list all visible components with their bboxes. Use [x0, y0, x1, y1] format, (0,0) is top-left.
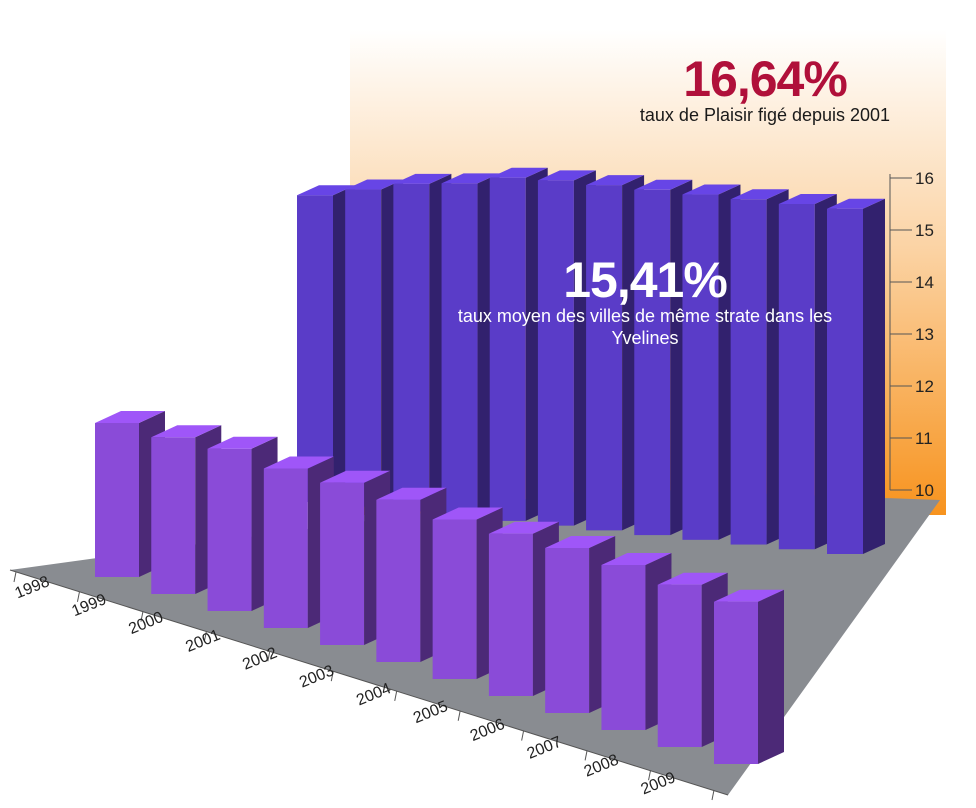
bar-0-2008-top [657, 572, 728, 585]
bar-1-2007-top [730, 189, 789, 200]
x-axis-line [9, 569, 729, 796]
x-tick-label-2006: 2006 [468, 716, 507, 745]
bar-1-2009-top [827, 198, 885, 209]
bar-0-1998-top [95, 411, 165, 423]
bar-0-1999-front [151, 437, 196, 594]
bar-1-2002-front [489, 177, 526, 521]
bar-0-2005-front [488, 533, 533, 696]
x-tick-label-1998: 1998 [13, 573, 52, 602]
annotation-plaisir-value: 16,64% [683, 51, 848, 107]
x-tick-2007 [584, 750, 588, 761]
bar-0-2006-top [545, 536, 616, 548]
bar-1-2008-front [778, 203, 815, 550]
bar-1-2004-top [586, 175, 645, 186]
x-tick-label-2008: 2008 [582, 751, 621, 780]
x-tick-label-2000: 2000 [126, 609, 165, 638]
bar-1-2002-top [489, 167, 548, 178]
bar-0-2000-front [207, 448, 252, 611]
bar-0-2007-top [601, 553, 672, 565]
bar-0-2004-front [432, 519, 477, 679]
x-tick-label-2003: 2003 [297, 662, 336, 691]
bar-0-2008-front [657, 584, 702, 747]
bar-1-1998-front [297, 195, 333, 502]
bar-1-2000-front [393, 183, 430, 512]
y-tick-label-16: 16 [915, 169, 934, 188]
x-tick-2001 [203, 631, 207, 642]
bar-1-2000-top [393, 173, 452, 184]
bar-1-2004-front [586, 185, 623, 531]
bar-1-1998-top [297, 185, 355, 196]
bar-0-2001-top [263, 456, 334, 469]
bar-0-2000-top [207, 436, 278, 449]
y-tick-label-11: 11 [915, 429, 933, 448]
x-tick-label-1999: 1999 [70, 591, 109, 620]
bar-1-2005-top [634, 179, 693, 190]
bar-1-2008-top [778, 193, 837, 204]
bar-1-2001-top [441, 173, 500, 184]
y-tick-label-12: 12 [915, 377, 934, 396]
bar-0-2002-front [320, 482, 365, 645]
bar-1-1999-front [345, 189, 382, 507]
x-tick-2000 [140, 611, 144, 622]
x-tick-2003 [330, 670, 334, 682]
annotation-plaisir-text: taux de Plaisir figé depuis 2001 [639, 105, 891, 125]
bar-0-2003-top [376, 487, 447, 500]
x-tick-label-2007: 2007 [525, 734, 564, 763]
x-tick-label-2005: 2005 [411, 698, 450, 727]
bar-1-2003-front [537, 180, 574, 526]
annotation-strate-value: 15,41% [563, 252, 728, 308]
annotation-strate-text: taux moyen des villes de même strate dan… [457, 306, 833, 348]
y-tick-label-14: 14 [915, 273, 934, 292]
bar-1-2003-top [537, 170, 596, 181]
bar-0-2001-front [263, 468, 308, 628]
x-tick-label-2009: 2009 [639, 769, 678, 798]
bar-1-2009-front [827, 208, 863, 554]
bar-0-2002-top [320, 470, 391, 483]
x-tick-2005 [457, 710, 461, 721]
y-tick-label-15: 15 [915, 221, 934, 240]
x-tick-2008 [648, 770, 652, 781]
bar-1-2007-front [730, 199, 767, 545]
bar-0-2004-top [432, 507, 503, 520]
annotation-strate: 15,41% taux moyen des villes de même str… [440, 255, 850, 349]
bar-0-2005-top [488, 521, 559, 534]
x-tick-2002 [267, 651, 271, 662]
bar-0-2009-front [714, 601, 758, 764]
bar-0-2009-top [714, 589, 784, 602]
bar-0-2009-side [758, 589, 784, 764]
bar-1-2001-front [441, 183, 478, 517]
y-tick-label-13: 13 [915, 325, 934, 344]
x-tick-1998 [13, 571, 17, 583]
bar-0-1999-top [151, 425, 222, 438]
bar-1-1999-top [345, 179, 404, 190]
bar-0-2003-front [376, 499, 421, 662]
bar-1-2005-front [634, 189, 671, 536]
x-tick-label-2001: 2001 [183, 627, 222, 656]
x-tick-1999 [76, 591, 80, 602]
bar-0-2007-front [601, 565, 646, 730]
annotation-plaisir: 16,64% taux de Plaisir figé depuis 2001 [600, 54, 930, 126]
x-tick-2009 [711, 789, 715, 801]
x-tick-label-2004: 2004 [354, 680, 393, 709]
bar-1-2006-front [682, 194, 719, 540]
y-tick-label-10: 10 [915, 481, 934, 500]
bar-0-1998-front [95, 423, 139, 577]
bar-1-2009-side [863, 198, 885, 554]
x-tick-label-2002: 2002 [240, 645, 279, 674]
bar-0-2006-front [545, 548, 590, 713]
x-tick-2006 [521, 730, 525, 741]
bar-1-2006-top [682, 184, 741, 195]
x-tick-2004 [394, 690, 398, 702]
